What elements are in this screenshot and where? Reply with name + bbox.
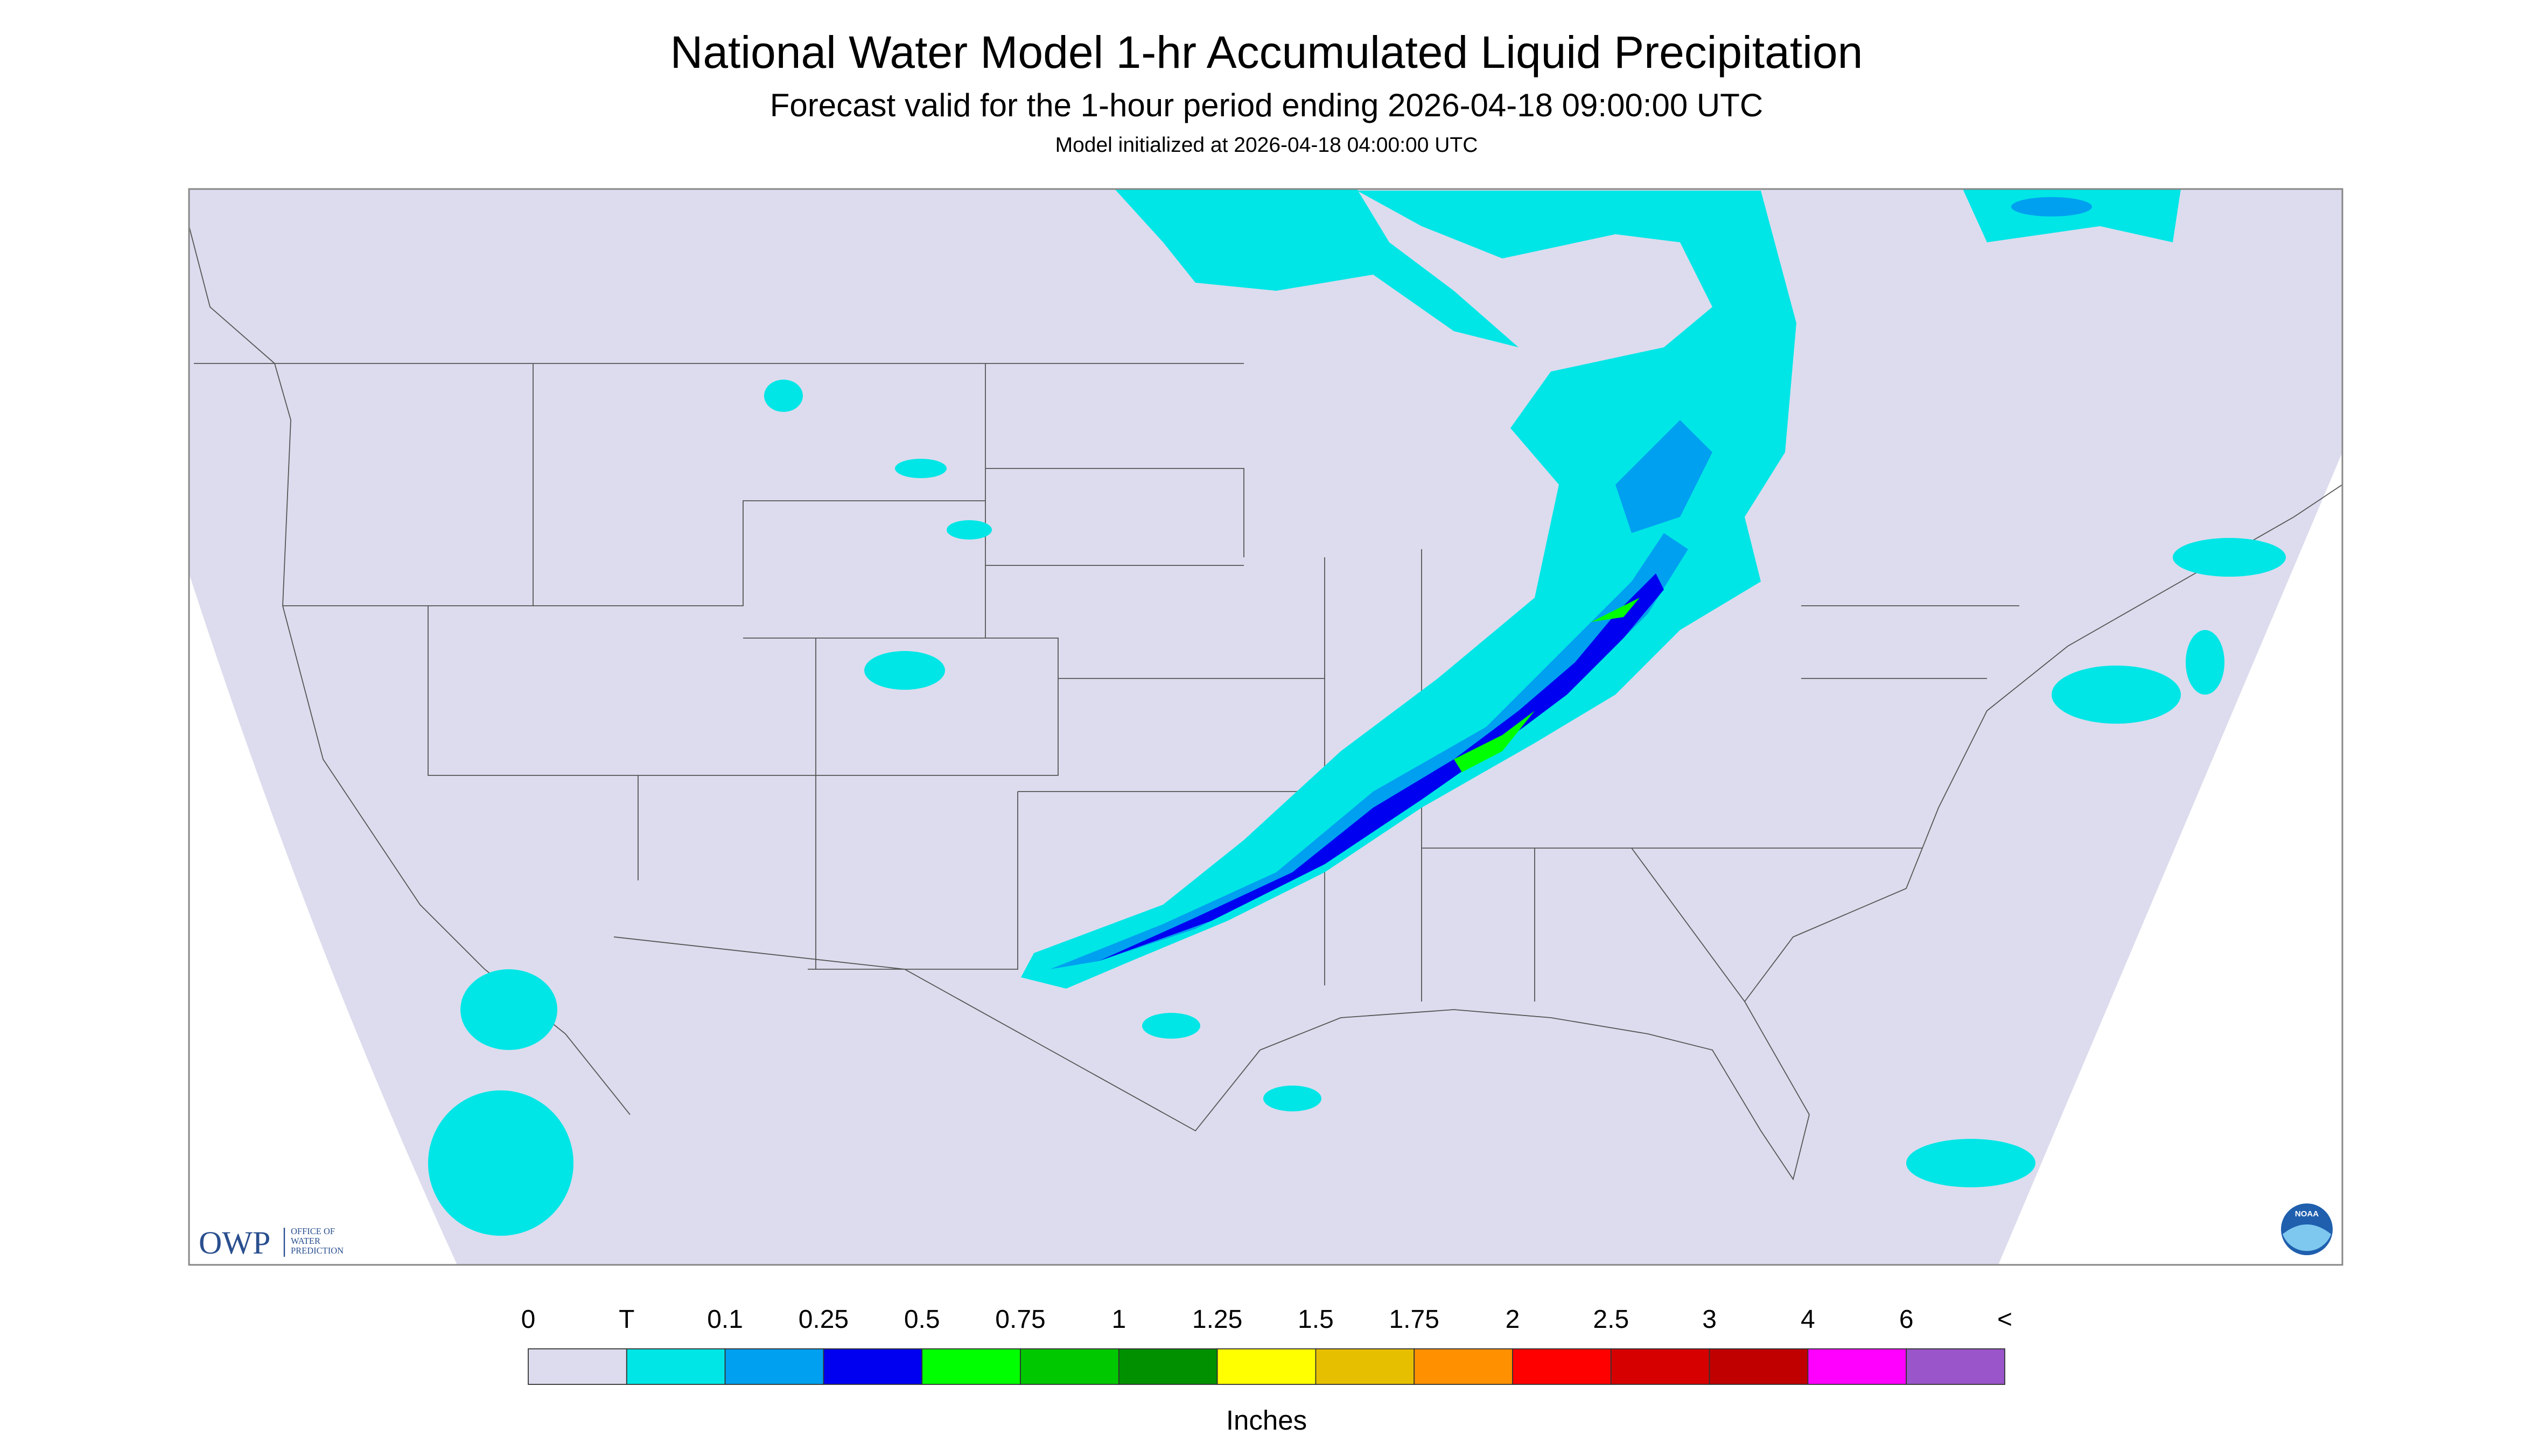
legend-label: 4 — [1801, 1305, 1815, 1334]
legend-swatch — [921, 1348, 1021, 1385]
legend: 0 T 0.1 0.25 0.5 0.75 1 1.25 1.5 1.75 2 2.5 3 4 6 < — [521, 1305, 2012, 1385]
legend-label: 0.1 — [707, 1305, 743, 1334]
legend-swatch — [528, 1348, 627, 1385]
legend-swatch — [724, 1348, 824, 1385]
owp-logo-line: WATER — [291, 1236, 320, 1246]
owp-logo-text: OWP — [199, 1225, 270, 1261]
legend-swatch — [1906, 1348, 2005, 1385]
map-frame — [188, 188, 2343, 1266]
legend-swatch — [1118, 1348, 1218, 1385]
precip-area — [1021, 191, 1796, 989]
title: National Water Model 1-hr Accumulated Li… — [670, 27, 1863, 78]
precip-area — [2052, 666, 2181, 724]
precip-area — [764, 380, 803, 412]
legend-swatch — [823, 1348, 923, 1385]
legend-label: 2 — [1506, 1305, 1520, 1334]
legend-label: 1.5 — [1298, 1305, 1334, 1334]
precip-area — [2011, 197, 2092, 217]
owp-logo: OWP OFFICE OF WATER PREDICTION — [199, 1225, 344, 1261]
noaa-wave — [2283, 1224, 2331, 1251]
owp-logo-line: PREDICTION — [291, 1245, 344, 1256]
legend-label: 0 — [521, 1305, 536, 1334]
noaa-text: NOAA — [2295, 1209, 2319, 1219]
precip-area — [1906, 1139, 2035, 1188]
legend-swatch — [1807, 1348, 1907, 1385]
precip-area — [428, 1090, 573, 1236]
map: OWP OFFICE OF WATER PREDICTION NOAA — [188, 188, 2343, 1266]
precip-area — [1142, 1013, 1200, 1039]
legend-label: T — [619, 1305, 634, 1334]
precip-area — [2186, 630, 2224, 695]
precip-area — [460, 969, 557, 1051]
precip-area — [1115, 189, 1519, 348]
precip-area — [1263, 1086, 1321, 1112]
legend-swatch — [1216, 1348, 1317, 1385]
legend-label: 1 — [1111, 1305, 1126, 1334]
legend-swatch — [1709, 1348, 1809, 1385]
precip-area — [947, 520, 992, 540]
legend-swatch — [1512, 1348, 1612, 1385]
precipitation — [428, 189, 2286, 1236]
legend-label: 1.25 — [1192, 1305, 1242, 1334]
legend-label: 3 — [1702, 1305, 1717, 1334]
legend-label: 2.5 — [1593, 1305, 1629, 1334]
legend-label: < — [1997, 1305, 2012, 1334]
precip-area — [864, 651, 945, 690]
subtitle: Forecast valid for the 1-hour period end… — [770, 87, 1763, 123]
precip-area — [895, 459, 947, 479]
legend-label: 1.75 — [1389, 1305, 1439, 1334]
legend-label: 0.25 — [799, 1305, 849, 1334]
precip-area — [1591, 598, 1640, 622]
precip-area — [2173, 538, 2286, 577]
init-time: Model initialized at 2026-04-18 04:00:00… — [1055, 134, 1478, 157]
legend-label: 0.5 — [904, 1305, 940, 1334]
precip-area — [1615, 420, 1712, 534]
state-borders — [188, 226, 2343, 1181]
legend-label: 6 — [1899, 1305, 1914, 1334]
model-domain — [189, 189, 2342, 1265]
legend-swatch — [1020, 1348, 1119, 1385]
legend-unit: Inches — [1226, 1405, 1307, 1436]
legend-swatch — [626, 1348, 726, 1385]
precip-area — [1454, 711, 1535, 773]
legend-swatch — [1610, 1348, 1710, 1385]
legend-label: 0.75 — [995, 1305, 1045, 1334]
owp-logo-line: OFFICE OF — [291, 1226, 335, 1236]
legend-swatch — [1414, 1348, 1513, 1385]
noaa-logo: NOAA — [2281, 1203, 2333, 1256]
legend-swatch — [1315, 1348, 1415, 1385]
